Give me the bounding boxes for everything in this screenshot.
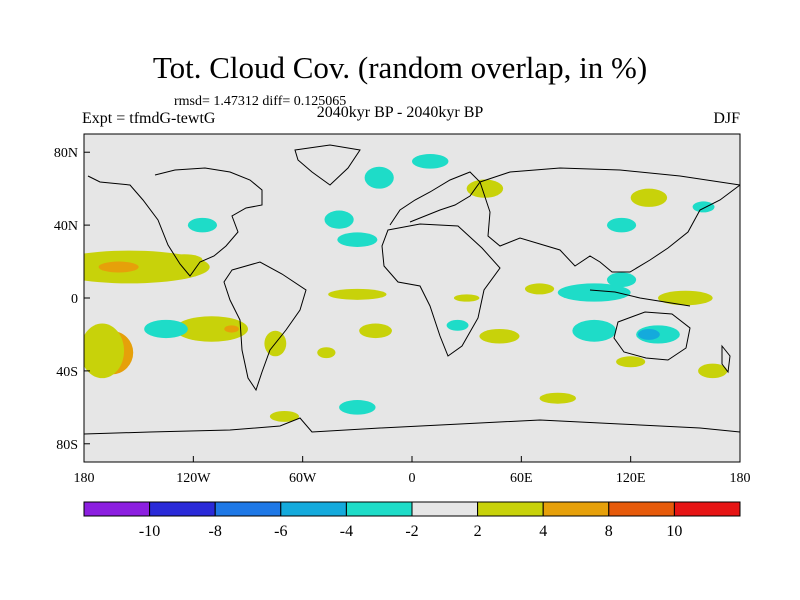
- period-label: 2040kyr BP - 2040kyr BP: [316, 104, 484, 121]
- plot-background: [84, 134, 740, 462]
- colorbar-swatch-8: [608, 501, 675, 517]
- coast-new-zealand: [721, 344, 731, 374]
- anomaly-greenland-east: [364, 166, 394, 189]
- season-label: DJF: [713, 110, 740, 127]
- anomaly-north-atlantic: [324, 210, 354, 229]
- anomaly-south-pacific-negative: [144, 319, 188, 339]
- anomaly-australia-core: [637, 328, 660, 340]
- x-axis: 180 120W 60W 0 60E 120E 180: [74, 456, 751, 486]
- colorbar-label-5: 2: [474, 523, 482, 540]
- coast-antarctica: [84, 417, 740, 435]
- anomaly-south-pacific-central-core: [224, 325, 239, 333]
- colorbar-swatch-7: [542, 501, 610, 517]
- colorbar-swatch-6: [477, 501, 544, 517]
- y-tick-label-2: 0: [71, 292, 78, 307]
- y-axis: 80N 40N 0 40S 80S: [54, 146, 90, 453]
- anomaly-arctic-atlantic: [412, 154, 449, 169]
- anomaly-south-pacific-east-rim: [84, 323, 125, 379]
- anomaly-gulf-of-guinea: [453, 294, 480, 302]
- colorbar-swatch-5: [411, 501, 479, 517]
- anomaly-south-china-sea: [606, 272, 637, 288]
- anomaly-antarctic-peninsula: [269, 410, 300, 422]
- anomaly-hawaii-west: [166, 254, 203, 266]
- anomaly-indian-ocean-east: [557, 283, 631, 302]
- anomaly-east-asia: [606, 217, 637, 233]
- colorbar-swatch-4: [345, 501, 413, 517]
- colorbar-label-0: -10: [139, 523, 160, 540]
- anomaly-south-atlantic-central: [359, 323, 392, 339]
- anomaly-europe-east: [466, 179, 504, 198]
- anomaly-southern-ocean-atlantic: [339, 400, 376, 415]
- x-tick-label-2: 60W: [289, 471, 317, 486]
- coast-australia: [613, 311, 691, 361]
- anomaly-subtropical-north-pacific-core: [98, 261, 139, 273]
- anomaly-australia-south: [616, 356, 646, 368]
- x-tick-label-3: 0: [409, 471, 416, 486]
- y-tick-label-0: 80N: [54, 146, 78, 161]
- colorbar-swatch-1: [149, 501, 216, 517]
- coast-asia: [479, 167, 740, 273]
- colorbar-label-2: -6: [274, 523, 287, 540]
- colorbar-label-8: 10: [666, 523, 682, 540]
- anomaly-south-pacific-central: [175, 316, 248, 342]
- colorbar-label-4: -2: [405, 523, 418, 540]
- anomaly-atlantic-itcz: [328, 288, 387, 300]
- anomaly-southern-ocean-indian: [539, 392, 576, 404]
- coastlines: [84, 144, 740, 435]
- coast-north-america: [87, 167, 263, 277]
- anomaly-siberia: [630, 188, 668, 207]
- anomaly-pacific-northwest: [692, 201, 715, 213]
- anomaly-western-pacific: [658, 290, 713, 306]
- y-tick-label-3: 40S: [56, 365, 78, 380]
- y-tick-label-1: 40N: [54, 219, 78, 234]
- colorbar-swatch-9: [673, 501, 741, 517]
- colorbar-label-7: 8: [605, 523, 613, 540]
- x-tick-label-1: 120W: [176, 471, 211, 486]
- anomaly-southern-africa: [446, 319, 469, 331]
- x-tick-label-6: 180: [730, 471, 751, 486]
- coast-europe: [389, 171, 481, 226]
- anomaly-indian-ocean-south: [479, 328, 520, 344]
- experiment-label: Expt = tfmdG-tewtG: [82, 110, 216, 127]
- colorbar-label-6: 4: [539, 523, 547, 540]
- coast-greenland: [294, 144, 361, 186]
- colorbar-swatch-3: [280, 501, 347, 517]
- coast-africa: [381, 223, 501, 357]
- anomaly-layer: [84, 154, 728, 422]
- colorbar-label-1: -8: [209, 523, 222, 540]
- x-tick-label-5: 120E: [616, 471, 646, 486]
- colorbar-swatch-0: [83, 501, 151, 517]
- anomaly-arabian-sea: [524, 283, 555, 295]
- x-tick-label-0: 180: [74, 471, 95, 486]
- coast-southeast-asia-islands: [589, 289, 691, 307]
- anomaly-tasman-sea: [698, 363, 728, 379]
- stats-label: rmsd= 1.47312 diff= 0.125065: [174, 94, 347, 109]
- colorbar: -10 -8 -6 -4 -2 2 4 8 10: [83, 501, 741, 540]
- x-tick-label-4: 60E: [510, 471, 533, 486]
- colorbar-label-3: -4: [340, 523, 353, 540]
- colorbar-swatch-2: [214, 501, 282, 517]
- anomaly-indian-ocean-southeast: [572, 319, 617, 342]
- chart-title: Tot. Cloud Cov. (random overlap, in %): [152, 50, 648, 85]
- anomaly-north-pacific-east: [187, 217, 218, 233]
- anomaly-north-atlantic-west: [337, 232, 378, 247]
- coast-south-america: [223, 261, 307, 392]
- y-tick-label-4: 80S: [56, 438, 78, 453]
- anomaly-south-atlantic-patch: [317, 347, 336, 359]
